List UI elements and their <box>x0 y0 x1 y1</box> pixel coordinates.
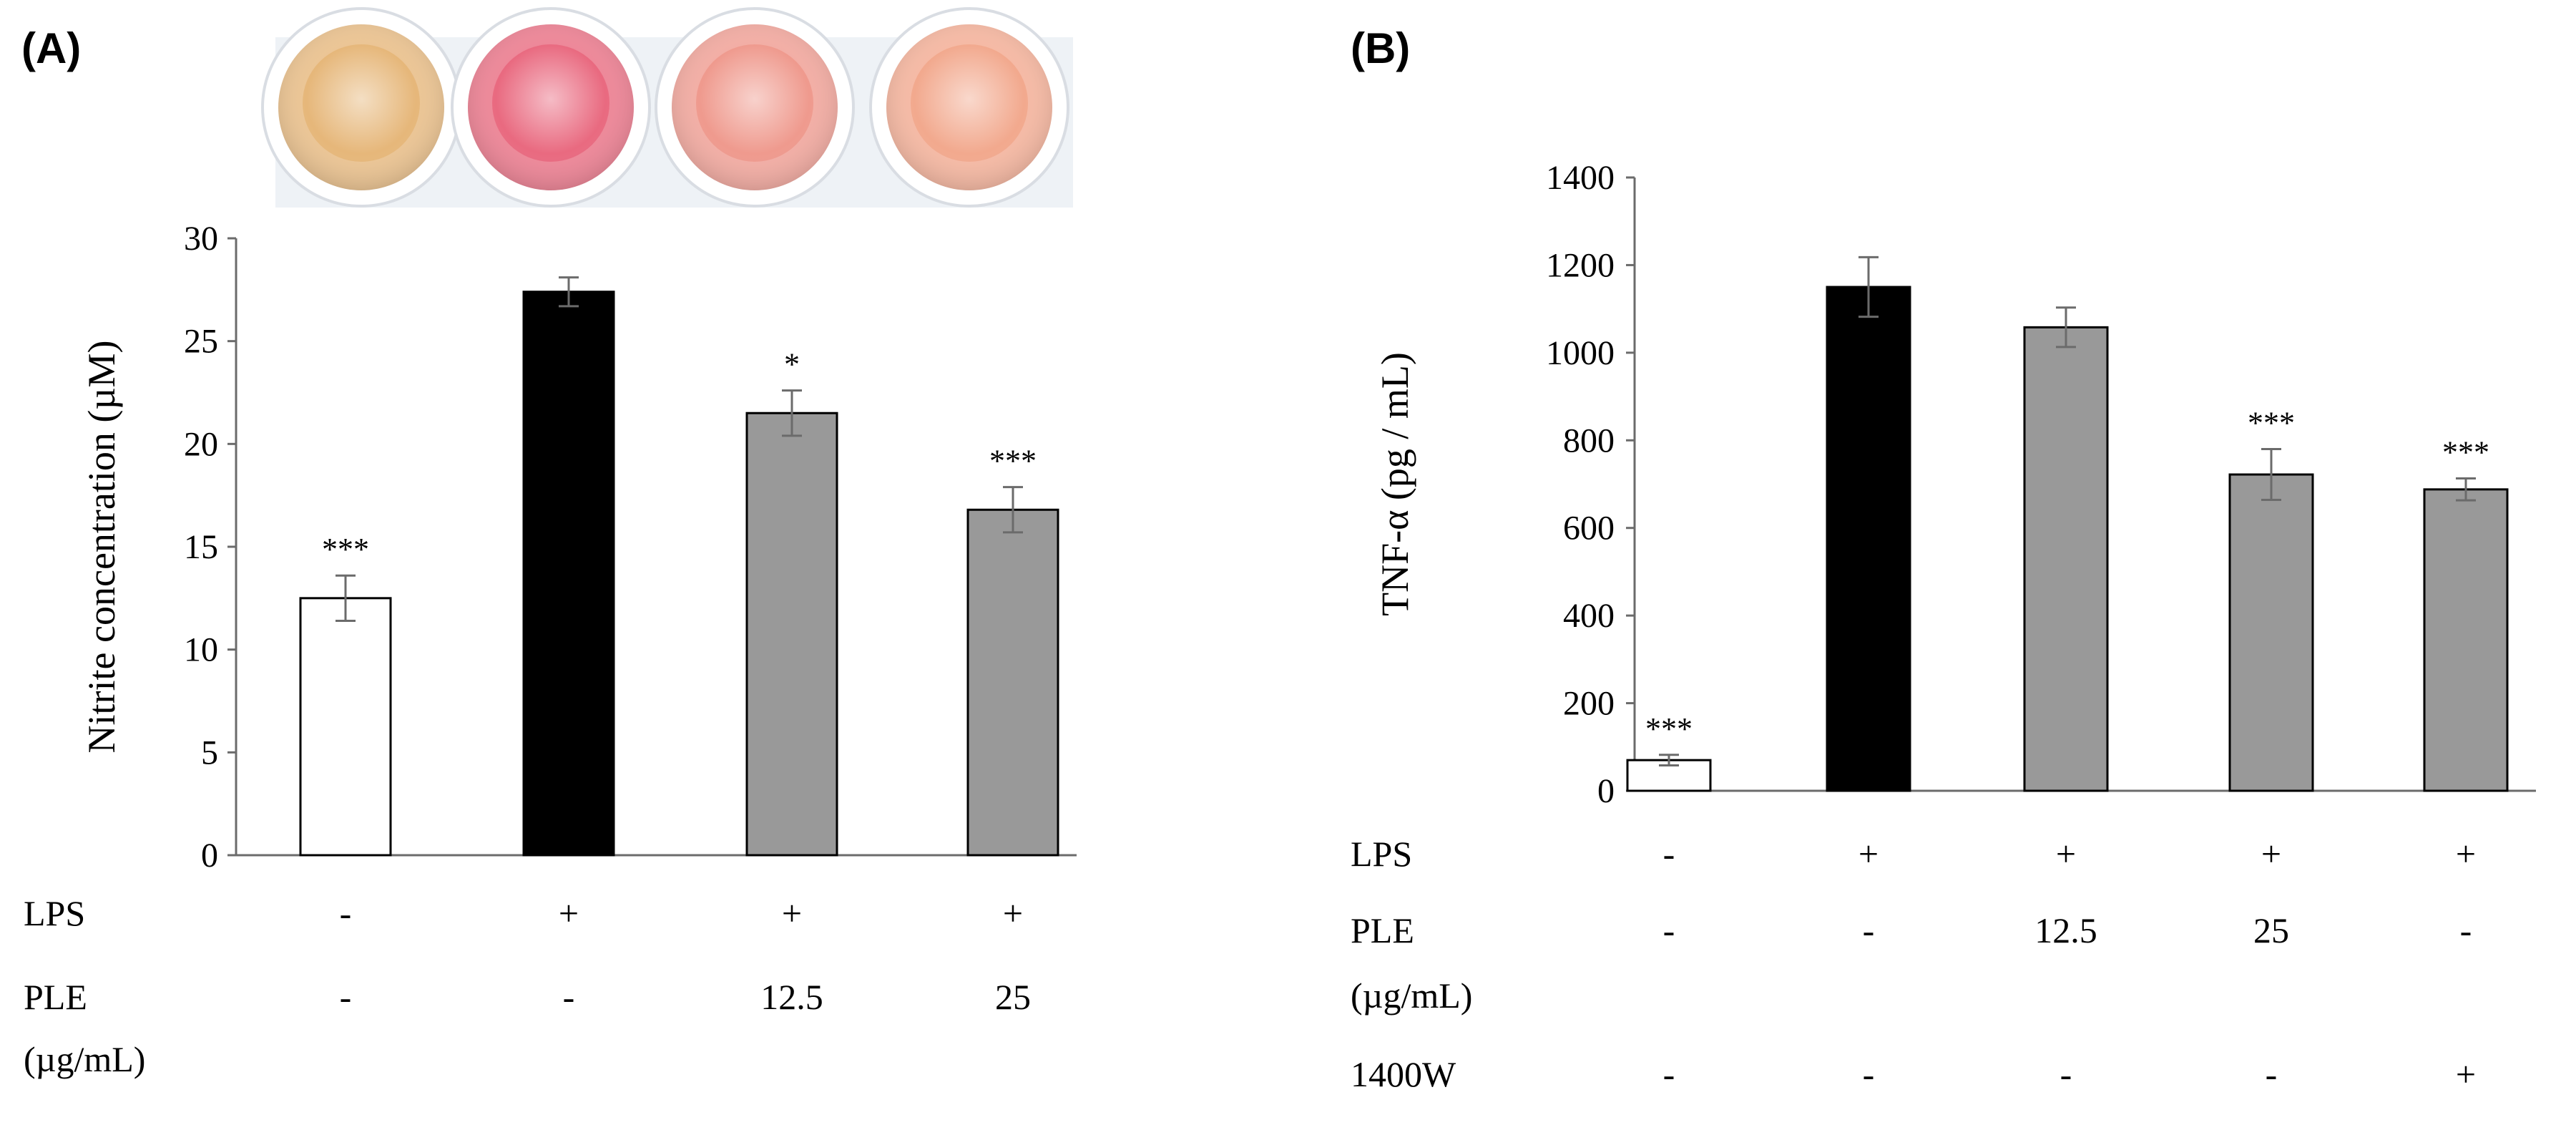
error-bar <box>1858 255 1879 318</box>
y-tick-label: 1000 <box>1546 334 1615 372</box>
bar <box>2228 473 2314 792</box>
condition-row-label: PLE <box>1351 910 1414 950</box>
error-bar <box>559 276 579 308</box>
error-bar <box>1659 754 1679 766</box>
condition-cell: - <box>2460 910 2472 950</box>
bar <box>299 597 392 857</box>
bar <box>522 291 615 857</box>
y-tick-label: 25 <box>184 323 218 361</box>
condition-cell: 12.5 <box>2034 910 2097 950</box>
y-tick-label: 400 <box>1563 597 1615 635</box>
y-tick-label: 200 <box>1563 685 1615 723</box>
condition-cell: + <box>1003 893 1023 933</box>
y-axis-label: Nitrite concentration (µM) <box>80 341 123 754</box>
y-tick-label: 15 <box>184 528 218 566</box>
significance-marker: *** <box>322 532 369 567</box>
panel-b-condition-table: LPS - + + + + PLE (µg/mL) - - 12.5 25 - 1400W - - - - + <box>1351 834 2476 1094</box>
condition-row-label: 1400W <box>1351 1054 1456 1094</box>
bar <box>1826 286 1911 792</box>
condition-cell: - <box>340 977 352 1017</box>
error-bar <box>2261 448 2281 502</box>
bar <box>966 508 1059 857</box>
condition-row-label: LPS <box>1351 834 1412 874</box>
condition-cell: 12.5 <box>760 977 823 1017</box>
significance-marker: *** <box>1645 711 1693 746</box>
condition-cell: - <box>340 893 352 933</box>
condition-cell: - <box>1863 1054 1875 1094</box>
condition-cell: + <box>782 893 802 933</box>
condition-cell: + <box>2056 834 2076 874</box>
panel-b-label: (B) <box>1351 24 1410 72</box>
condition-row-label: PLE <box>24 977 87 1017</box>
panel-b: (B) 0 200 400 600 800 1000 1200 1400 TNF-α (pg /… <box>1351 24 2536 1094</box>
panel-b-chart: 0 200 400 600 800 1000 1200 1400 TNF-α (pg / mL)… <box>1373 159 2536 810</box>
significance-marker: * <box>784 347 800 382</box>
condition-cell: + <box>559 893 579 933</box>
y-tick-label: 10 <box>184 631 218 669</box>
condition-cell: - <box>2266 1054 2278 1094</box>
condition-cell: + <box>2261 834 2281 874</box>
condition-cell: - <box>1863 910 1875 950</box>
error-bar <box>1003 486 1023 534</box>
condition-row-label: LPS <box>24 893 85 933</box>
y-tick-label: 1400 <box>1546 159 1615 197</box>
y-tick-label: 800 <box>1563 422 1615 459</box>
y-tick-label: 1200 <box>1546 246 1615 284</box>
well-highlight <box>278 24 444 190</box>
bar <box>2023 326 2109 792</box>
condition-cell: - <box>1663 910 1675 950</box>
y-tick-label: 5 <box>201 734 218 771</box>
well-highlight <box>468 24 634 190</box>
condition-cell: + <box>2456 834 2476 874</box>
y-axis-label: TNF-α (pg / mL) <box>1373 352 1416 616</box>
panel-a-condition-table: LPS - + + + PLE (µg/mL) - - 12.5 25 <box>24 893 1031 1079</box>
y-tick-label: 600 <box>1563 510 1615 547</box>
condition-cell: - <box>2060 1054 2072 1094</box>
y-tick-label: 20 <box>184 425 218 463</box>
condition-cell: - <box>1663 1054 1675 1094</box>
well-strip <box>261 7 1073 208</box>
significance-marker: *** <box>2442 435 2489 470</box>
condition-row-unit: (µg/mL) <box>1351 975 1472 1016</box>
condition-cell: 25 <box>995 977 1031 1017</box>
panel-a-label: (A) <box>21 24 81 72</box>
error-bar <box>2056 306 2076 349</box>
condition-cell: - <box>1663 834 1675 874</box>
significance-marker: *** <box>989 444 1037 479</box>
bar <box>2423 488 2509 792</box>
error-bar <box>336 574 356 622</box>
panel-a: (A) 0 5 10 15 20 25 30 Nitrite concentration (µ… <box>21 7 1077 1079</box>
bar <box>745 411 838 857</box>
error-bar <box>782 389 802 437</box>
y-tick-label: 30 <box>184 220 218 258</box>
y-tick-label: 0 <box>1597 772 1615 810</box>
condition-cell: + <box>2456 1054 2476 1094</box>
condition-cell: + <box>1858 834 1879 874</box>
y-tick-label: 0 <box>201 837 218 875</box>
well-highlight <box>672 24 838 190</box>
condition-row-unit: (µg/mL) <box>24 1039 145 1079</box>
well-highlight <box>886 24 1052 190</box>
condition-cell: - <box>563 977 575 1017</box>
significance-marker: *** <box>2248 406 2295 441</box>
condition-cell: 25 <box>2253 910 2289 950</box>
error-bar <box>2456 477 2476 502</box>
